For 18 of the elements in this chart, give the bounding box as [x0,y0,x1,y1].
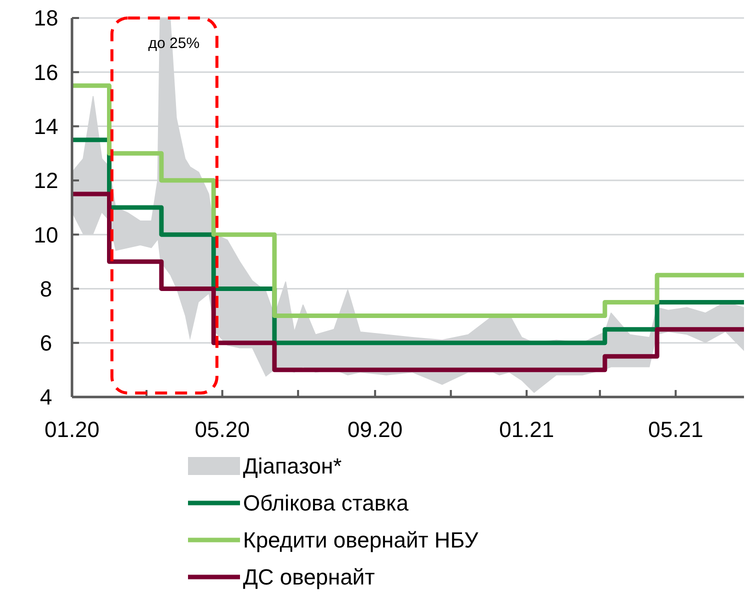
x-tick-label: 01.21 [499,417,554,442]
x-tick-label: 05.21 [648,417,704,442]
legend-label: Діапазон* [243,454,342,479]
x-tick-label: 05.20 [194,417,250,442]
x-tick-label: 09.20 [348,417,403,442]
annotation: до 25% [148,35,200,52]
y-tick-label: 10 [34,222,58,248]
y-tick-label: 6 [40,330,52,356]
y-tick-label: 14 [34,114,58,139]
y-tick-label: 18 [34,6,58,31]
y-tick-label: 4 [40,384,52,410]
legend-label: ДС овернайт [243,564,375,590]
legend-label: Кредити овернайт НБУ [243,528,480,553]
y-tick-label: 16 [34,60,58,85]
y-tick-label: 12 [34,168,58,194]
y-tick-label: 8 [40,276,52,302]
legend-label: Облікова ставка [243,490,410,516]
x-tick-label: 01.20 [44,417,100,442]
